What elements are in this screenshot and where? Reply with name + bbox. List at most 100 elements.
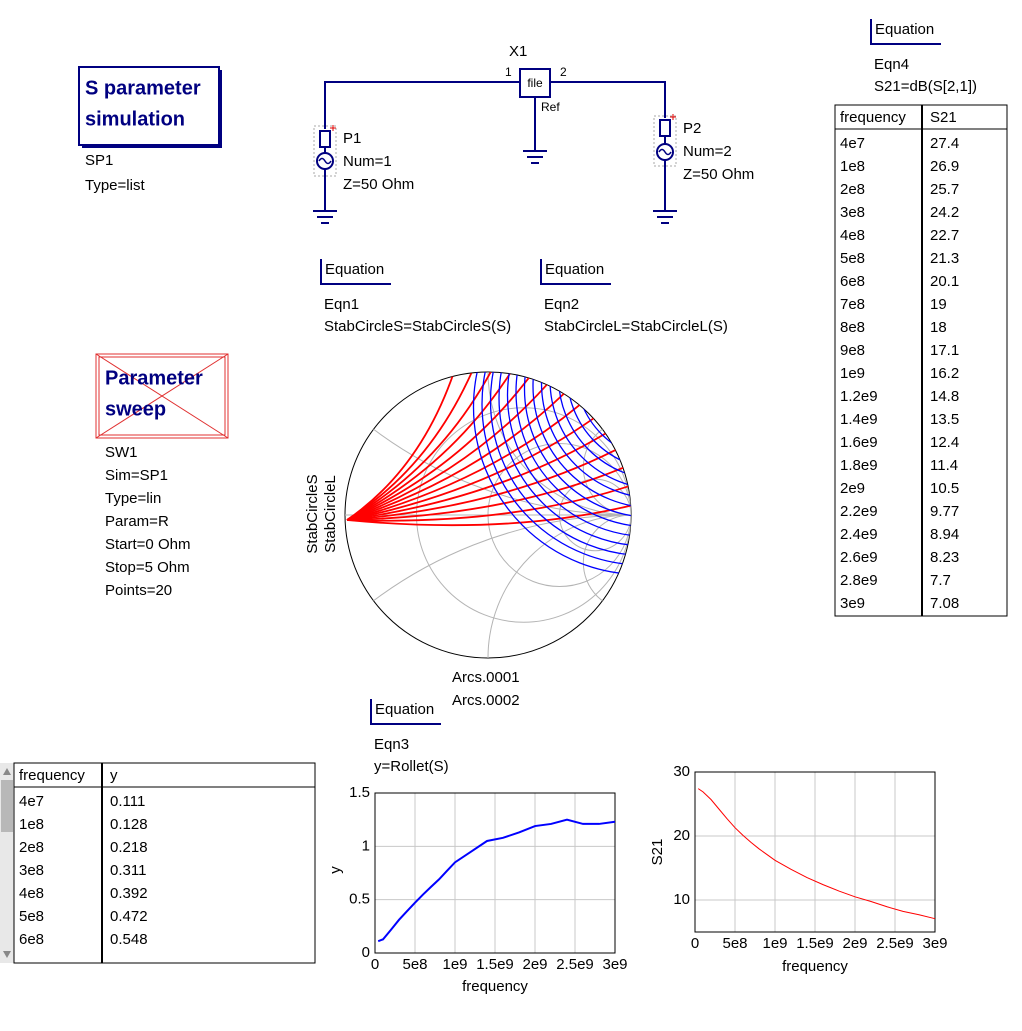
x-tick-label: 0 [371, 956, 379, 973]
data-line [377, 818, 616, 943]
block-title: simulation [85, 108, 185, 130]
x-tick-label: 5e8 [402, 956, 427, 973]
table-cell: 2.6e9 [840, 549, 878, 566]
y-tick-label: 1.5 [349, 784, 370, 801]
table-cell: 21.3 [930, 250, 959, 267]
subcircuit[interactable]: file [519, 68, 551, 98]
block-title: S parameter [85, 77, 201, 99]
ground [523, 150, 547, 164]
data-line [697, 788, 936, 920]
sp-block[interactable]: S parameter simulation [78, 66, 222, 148]
table-cell: 12.4 [930, 434, 959, 451]
stab-arc-load [591, 372, 631, 443]
component-prop: Sim=SP1 [105, 467, 168, 484]
scroll-up[interactable] [3, 768, 11, 775]
stab-arc-source [346, 373, 511, 521]
equation-expr: S21=dB(S[2,1]) [874, 78, 977, 95]
stab-arc-load [523, 372, 631, 519]
port-resistor [659, 119, 671, 137]
table-cell: 3e9 [840, 595, 865, 612]
table-cell: 1.6e9 [840, 434, 878, 451]
scroll-down[interactable] [3, 951, 11, 958]
y-axis-label: S21 [649, 839, 666, 866]
table-cell: 16.2 [930, 365, 959, 382]
plot-frame [694, 771, 936, 933]
table-cell: 2e8 [840, 181, 865, 198]
component-name: SP1 [85, 152, 113, 169]
port-wave [318, 157, 332, 165]
smith-axis-label: StabCircleL [322, 475, 339, 553]
table-cell: 27.4 [930, 135, 959, 152]
smith-x-arc [345, 514, 631, 658]
table-cell: 3e8 [19, 862, 44, 879]
x-tick-label: 1e9 [762, 935, 787, 952]
table-cell: 1.8e9 [840, 457, 878, 474]
port[interactable] [313, 125, 337, 177]
table-cell: 4e8 [19, 885, 44, 902]
equation[interactable]: Equation Eqn3 y=Rollet(S) [370, 699, 449, 775]
legend-entry: Arcs.0001 [452, 669, 520, 686]
table-cell: 22.7 [930, 227, 959, 244]
component-name: SW1 [105, 444, 138, 461]
column-header: S21 [930, 109, 957, 126]
table-cell: 25.7 [930, 181, 959, 198]
legend-entry: Arcs.0002 [452, 692, 520, 709]
equation-name: Eqn2 [544, 296, 579, 313]
equation[interactable]: Equation Eqn4 S21=dB(S[2,1]) [870, 19, 977, 95]
table-cell: 9.77 [930, 503, 959, 520]
table-cell: 20.1 [930, 273, 959, 290]
stab-arc-source [346, 504, 631, 527]
component-prop: Num=1 [343, 153, 392, 170]
x-tick-label: 1.5e9 [476, 956, 514, 973]
stab-arc-source [346, 466, 624, 521]
port[interactable] [653, 114, 677, 167]
stab-arc-load [515, 372, 631, 528]
subcircuit-label: file [527, 76, 543, 90]
equation-header: Equation [375, 701, 434, 718]
y-tick-label: 0 [362, 944, 370, 961]
table-cell: 7.7 [930, 572, 951, 589]
table-cell: 8.94 [930, 526, 959, 543]
equation[interactable]: Equation Eqn1 StabCircleS=StabCircleS(S) [320, 259, 511, 335]
table-cell: 6e8 [840, 273, 865, 290]
table-cell: 10.5 [930, 480, 959, 497]
table-cell: 7.08 [930, 595, 959, 612]
stab-arc-load [472, 372, 631, 576]
stab-arc-load [583, 372, 631, 452]
x-tick-label: 1e9 [442, 956, 467, 973]
table-cell: 11.4 [930, 457, 958, 474]
port-wave [658, 148, 672, 156]
scroll-thumb[interactable] [1, 780, 13, 832]
sweep-block[interactable]: Parameter sweep [95, 353, 229, 439]
stab-arc-load [498, 372, 631, 547]
component-prop: Type=list [85, 177, 145, 194]
scrollbar[interactable] [0, 763, 14, 963]
component-prop: Start=0 Ohm [105, 536, 190, 553]
y-tick-label: 20 [673, 827, 690, 844]
equation-name: Eqn1 [324, 296, 359, 313]
smith-axis-label: StabCircleS [304, 474, 321, 553]
x-axis-label: frequency [462, 978, 528, 995]
component-prop: Param=R [105, 513, 169, 530]
component-prop: Z=50 Ohm [683, 166, 754, 183]
equation-bracket [320, 259, 391, 285]
wire [550, 81, 666, 118]
x-tick-label: 2.5e9 [556, 956, 594, 973]
table-cell: 19 [930, 296, 947, 313]
x-tick-label: 2e9 [842, 935, 867, 952]
port-plus [670, 114, 676, 120]
equation-name: Eqn4 [874, 56, 909, 73]
table-cell: 2.2e9 [840, 503, 878, 520]
table-cell: 2e9 [840, 480, 865, 497]
table-cell: 9e8 [840, 342, 865, 359]
equation-header: Equation [545, 261, 604, 278]
table-frame [13, 762, 316, 964]
component-prop: Points=20 [105, 582, 172, 599]
data-table: frequency S21 4e7 27.4 1e8 26.9 2e8 25.7 3e8 24.2… [834, 104, 1008, 617]
table-cell: 0.472 [110, 908, 148, 925]
column-header: frequency [19, 767, 85, 784]
table-cell: 6e8 [19, 931, 44, 948]
stab-arc-load [489, 372, 631, 557]
equation[interactable]: Equation Eqn2 StabCircleL=StabCircleL(S) [540, 259, 728, 335]
subcircuit-box [519, 68, 551, 98]
